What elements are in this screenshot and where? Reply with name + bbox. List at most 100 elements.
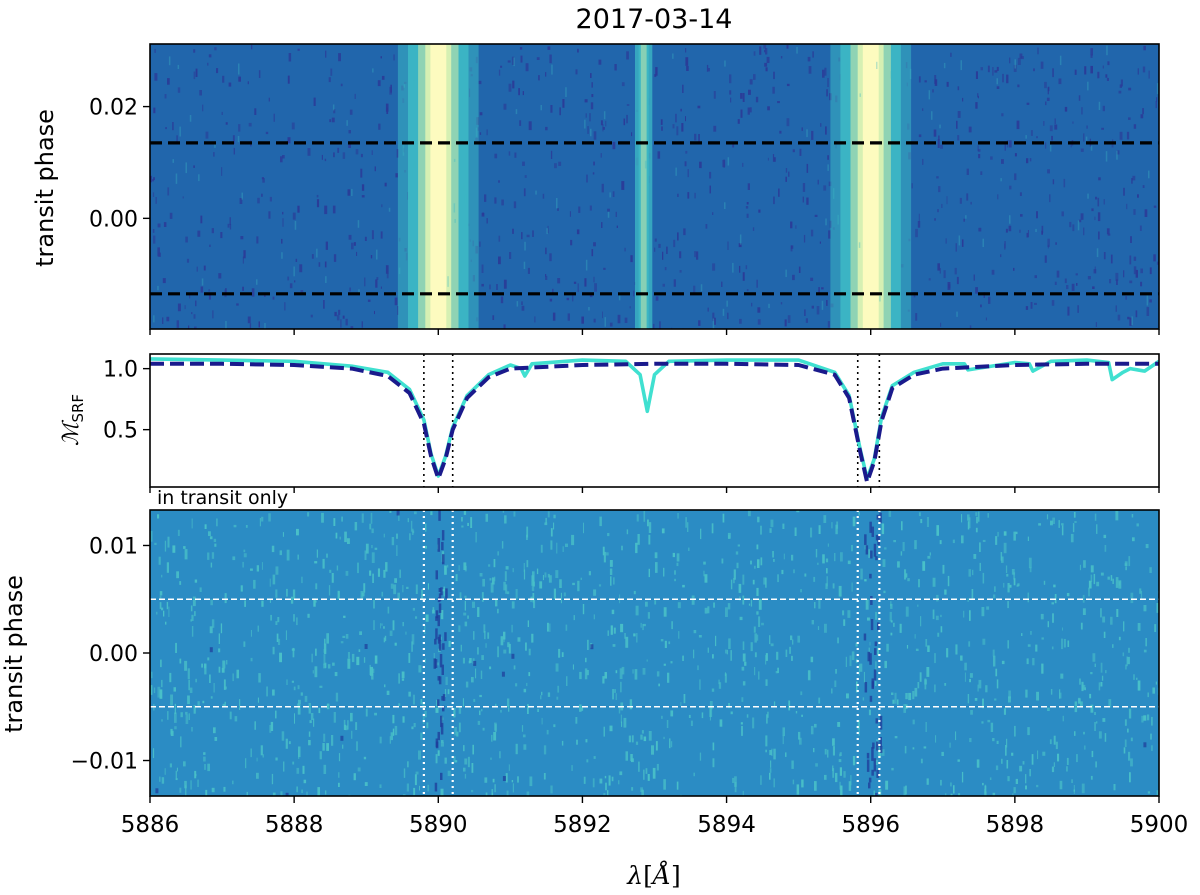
- top-noise-speckle: [631, 132, 633, 137]
- top-noise-speckle: [155, 197, 157, 204]
- top-noise-fleck: [524, 241, 526, 251]
- top-noise-speckle: [351, 242, 354, 250]
- bottom-noise-speckle: [508, 764, 510, 771]
- top-noise-speckle: [745, 265, 748, 270]
- bottom-noise-speckle: [242, 561, 244, 568]
- top-noise-speckle: [1026, 158, 1029, 164]
- bottom-noise-speckle: [1090, 672, 1093, 675]
- bottom-noise-speckle: [1066, 766, 1068, 772]
- bottom-noise-speckle: [161, 607, 164, 611]
- top-noise-speckle: [737, 119, 740, 124]
- bottom-noise-speckle: [944, 589, 947, 595]
- bottom-noise-speckle: [547, 573, 550, 578]
- top-noise-fleck: [1035, 228, 1037, 232]
- bottom-noise-speckle: [389, 736, 391, 744]
- bottom-noise-speckle: [824, 748, 827, 755]
- top-noise-speckle: [614, 64, 617, 71]
- top-noise-speckle: [329, 119, 332, 123]
- bottom-noise-speckle: [1147, 791, 1151, 794]
- bottom-noise-speckle: [613, 627, 616, 634]
- bottom-noise-speckle: [760, 557, 763, 566]
- bottom-noise-speckle: [969, 673, 973, 678]
- bottom-noise-speckle: [754, 565, 756, 569]
- bottom-noise-speckle: [473, 631, 475, 640]
- top-noise-speckle: [1119, 84, 1122, 88]
- bottom-noise-speckle: [494, 784, 496, 793]
- bottom-noise-speckle: [442, 589, 446, 592]
- top-noise-speckle: [254, 108, 257, 115]
- top-noise-speckle: [514, 152, 517, 158]
- bottom-noise-speckle: [410, 795, 414, 796]
- top-noise-speckle: [152, 192, 155, 197]
- bottom-noise-speckle: [485, 643, 487, 648]
- top-noise-speckle: [821, 287, 824, 290]
- bottom-noise-speckle: [1102, 718, 1106, 722]
- bottom-noise-speckle: [275, 566, 279, 575]
- bottom-noise-speckle: [1100, 662, 1103, 673]
- bottom-noise-speckle: [563, 592, 566, 597]
- bottom-noise-speckle: [914, 540, 917, 550]
- bottom-noise-speckle: [978, 511, 980, 522]
- top-noise-speckle: [660, 119, 663, 125]
- top-noise-speckle: [1156, 97, 1158, 102]
- top-noise-speckle: [200, 286, 204, 293]
- top-noise-speckle: [785, 168, 788, 173]
- top-noise-speckle: [805, 318, 808, 323]
- bottom-noise-speckle: [328, 585, 331, 596]
- bottom-noise-speckle: [672, 552, 675, 558]
- bottom-noise-speckle: [1140, 590, 1143, 600]
- top-noise-speckle: [987, 65, 990, 73]
- bottom-dark-speckle: [1143, 742, 1147, 748]
- bottom-noise-speckle: [765, 749, 767, 753]
- top-noise-speckle: [739, 318, 742, 324]
- bottom-noise-speckle: [1052, 613, 1054, 623]
- bottom-noise-speckle: [878, 789, 882, 796]
- bottom-dark-trail: [440, 587, 443, 596]
- bottom-noise-speckle: [481, 709, 483, 712]
- bottom-noise-speckle: [765, 735, 768, 747]
- bottom-noise-speckle: [603, 551, 606, 563]
- top-noise-speckle: [1149, 267, 1152, 275]
- top-noise-fleck: [739, 234, 742, 245]
- top-noise-speckle: [364, 277, 366, 287]
- top-noise-speckle: [340, 319, 342, 328]
- bottom-noise-speckle: [631, 735, 634, 743]
- bottom-noise-speckle: [1051, 766, 1055, 773]
- bottom-noise-speckle: [414, 511, 417, 515]
- top-noise-speckle: [707, 307, 709, 312]
- bottom-noise-speckle: [586, 759, 589, 763]
- bottom-noise-speckle: [405, 631, 407, 635]
- top-noise-speckle: [1034, 302, 1037, 305]
- top-noise-speckle: [1135, 310, 1138, 318]
- x-tick-label: 5886: [121, 812, 180, 838]
- bottom-noise-speckle: [412, 607, 415, 611]
- bottom-noise-speckle: [221, 667, 225, 673]
- top-noise-speckle: [1063, 178, 1066, 188]
- bottom-noise-speckle: [908, 692, 912, 701]
- bottom-noise-speckle: [504, 515, 507, 524]
- bottom-noise-speckle: [411, 641, 413, 652]
- bottom-noise-speckle: [865, 599, 869, 610]
- bottom-noise-speckle: [409, 533, 411, 541]
- bottom-noise-speckle: [1066, 757, 1069, 765]
- top-noise-speckle: [788, 171, 790, 177]
- top-noise-speckle: [738, 243, 742, 248]
- bottom-noise-speckle: [275, 621, 278, 625]
- bottom-noise-speckle: [262, 754, 264, 758]
- bottom-noise-speckle: [161, 719, 163, 722]
- bottom-noise-speckle: [342, 635, 346, 638]
- top-noise-speckle: [380, 286, 382, 289]
- bottom-noise-speckle: [1151, 745, 1153, 751]
- bottom-noise-speckle: [297, 704, 301, 715]
- top-noise-speckle: [1111, 143, 1114, 148]
- bottom-noise-speckle: [226, 660, 228, 665]
- top-ylabel: transit phase: [31, 109, 59, 267]
- bottom-noise-speckle: [270, 614, 272, 621]
- top-noise-speckle: [349, 109, 353, 115]
- top-noise-speckle: [1095, 196, 1098, 200]
- bottom-noise-speckle: [613, 577, 615, 585]
- bottom-noise-speckle: [1061, 638, 1064, 650]
- bottom-noise-speckle: [1130, 592, 1134, 604]
- top-noise-speckle: [1117, 314, 1121, 321]
